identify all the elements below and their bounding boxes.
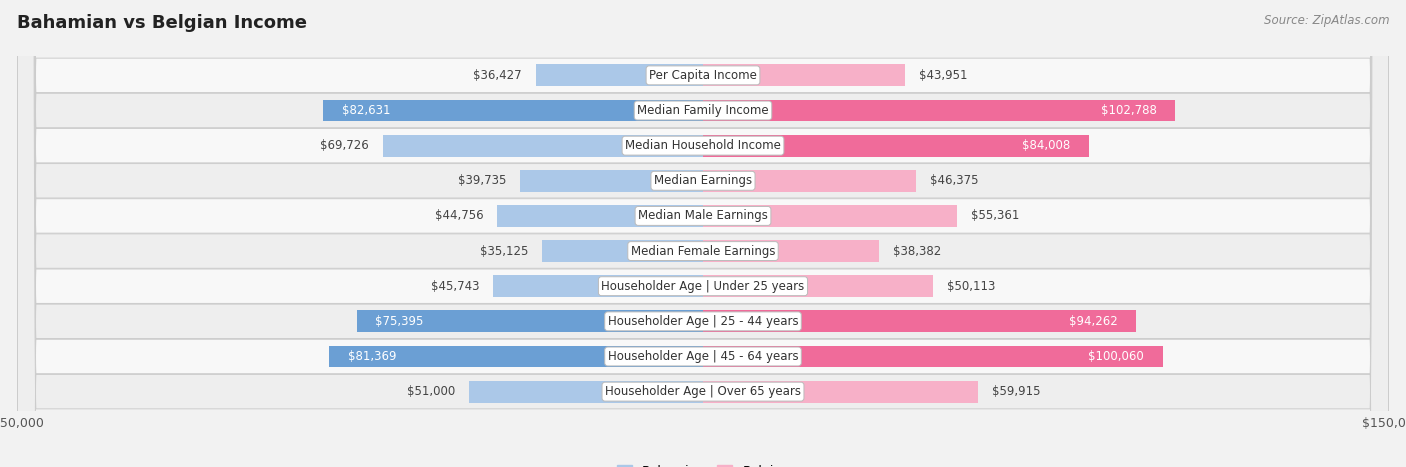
Text: $59,915: $59,915: [993, 385, 1040, 398]
FancyBboxPatch shape: [17, 0, 1389, 467]
Bar: [520, 170, 703, 191]
FancyBboxPatch shape: [17, 0, 1389, 467]
Bar: [494, 276, 703, 297]
Text: Householder Age | Under 25 years: Householder Age | Under 25 years: [602, 280, 804, 293]
Text: $39,735: $39,735: [458, 174, 506, 187]
FancyBboxPatch shape: [17, 0, 1389, 467]
Bar: [703, 346, 1163, 368]
Bar: [703, 205, 957, 227]
Bar: [703, 381, 979, 403]
Bar: [703, 276, 934, 297]
Text: Median Household Income: Median Household Income: [626, 139, 780, 152]
FancyBboxPatch shape: [17, 0, 1389, 467]
Text: $36,427: $36,427: [474, 69, 522, 82]
FancyBboxPatch shape: [17, 0, 1389, 467]
Legend: Bahamian, Belgian: Bahamian, Belgian: [612, 460, 794, 467]
Text: $81,369: $81,369: [347, 350, 396, 363]
Text: Householder Age | 25 - 44 years: Householder Age | 25 - 44 years: [607, 315, 799, 328]
Text: Bahamian vs Belgian Income: Bahamian vs Belgian Income: [17, 14, 307, 32]
Bar: [357, 311, 703, 332]
Text: $43,951: $43,951: [918, 69, 967, 82]
Text: Median Earnings: Median Earnings: [654, 174, 752, 187]
Text: Per Capita Income: Per Capita Income: [650, 69, 756, 82]
Text: $100,060: $100,060: [1088, 350, 1144, 363]
Bar: [536, 64, 703, 86]
Bar: [703, 170, 915, 191]
FancyBboxPatch shape: [17, 0, 1389, 467]
FancyBboxPatch shape: [17, 0, 1389, 467]
FancyBboxPatch shape: [17, 0, 1389, 467]
Bar: [703, 64, 905, 86]
Bar: [468, 381, 703, 403]
Text: $35,125: $35,125: [479, 245, 527, 258]
Text: Source: ZipAtlas.com: Source: ZipAtlas.com: [1264, 14, 1389, 27]
Text: $55,361: $55,361: [972, 209, 1019, 222]
Bar: [541, 240, 703, 262]
Text: $46,375: $46,375: [929, 174, 979, 187]
Text: $51,000: $51,000: [406, 385, 456, 398]
Bar: [323, 99, 703, 121]
Text: $38,382: $38,382: [893, 245, 941, 258]
Bar: [703, 135, 1088, 156]
Text: Householder Age | Over 65 years: Householder Age | Over 65 years: [605, 385, 801, 398]
FancyBboxPatch shape: [17, 0, 1389, 467]
Text: $82,631: $82,631: [342, 104, 391, 117]
Text: $75,395: $75,395: [375, 315, 423, 328]
Bar: [498, 205, 703, 227]
Text: Median Male Earnings: Median Male Earnings: [638, 209, 768, 222]
Bar: [703, 99, 1175, 121]
Text: $102,788: $102,788: [1101, 104, 1157, 117]
Bar: [703, 311, 1136, 332]
Text: $44,756: $44,756: [434, 209, 484, 222]
Text: $94,262: $94,262: [1069, 315, 1118, 328]
Text: Householder Age | 45 - 64 years: Householder Age | 45 - 64 years: [607, 350, 799, 363]
Bar: [329, 346, 703, 368]
Bar: [382, 135, 703, 156]
Text: $45,743: $45,743: [430, 280, 479, 293]
Bar: [703, 240, 879, 262]
Text: $50,113: $50,113: [948, 280, 995, 293]
Text: Median Family Income: Median Family Income: [637, 104, 769, 117]
FancyBboxPatch shape: [17, 0, 1389, 467]
Text: $84,008: $84,008: [1022, 139, 1070, 152]
Text: $69,726: $69,726: [321, 139, 368, 152]
Text: Median Female Earnings: Median Female Earnings: [631, 245, 775, 258]
